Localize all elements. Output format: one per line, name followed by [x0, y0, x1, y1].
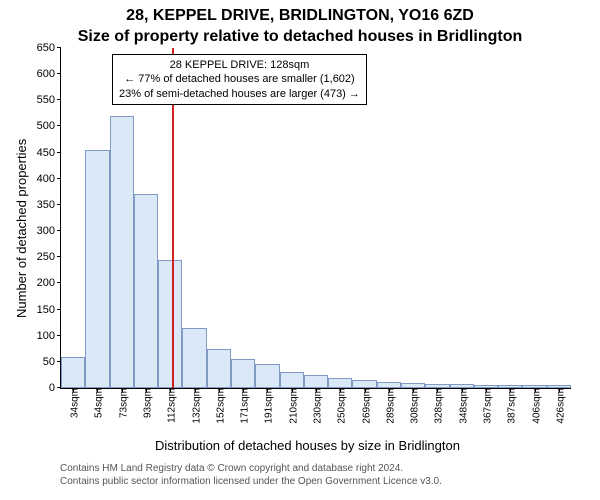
y-tick-mark	[57, 125, 61, 126]
y-tick-label: 450	[37, 147, 61, 159]
histogram-bar	[134, 194, 158, 388]
y-tick-mark	[57, 335, 61, 336]
histogram-bar	[207, 349, 231, 388]
y-tick-mark	[57, 230, 61, 231]
chart-title: 28, KEPPEL DRIVE, BRIDLINGTON, YO16 6ZD …	[0, 0, 600, 48]
y-tick-label: 500	[37, 120, 61, 132]
y-tick-mark	[57, 152, 61, 153]
y-tick-label: 100	[37, 330, 61, 342]
x-tick-label: 171sqm	[236, 388, 251, 424]
y-tick-label: 250	[37, 251, 61, 263]
y-tick-label: 50	[43, 356, 61, 368]
x-tick-label: 367sqm	[479, 388, 494, 424]
y-tick-label: 650	[37, 42, 61, 54]
y-tick-label: 550	[37, 94, 61, 106]
x-tick-label: 132sqm	[187, 388, 202, 424]
y-tick-mark	[57, 178, 61, 179]
y-tick-label: 300	[37, 225, 61, 237]
x-tick-label: 152sqm	[211, 388, 226, 424]
title-line1: 28, KEPPEL DRIVE, BRIDLINGTON, YO16 6ZD	[0, 6, 600, 27]
histogram-bar	[182, 328, 206, 388]
x-tick-label: 112sqm	[163, 388, 178, 423]
x-tick-label: 426sqm	[551, 388, 566, 424]
histogram-bar	[328, 378, 352, 388]
y-axis-label: Number of detached properties	[14, 139, 29, 318]
x-tick-label: 210sqm	[284, 388, 299, 424]
plot-area: 0501001502002503003504004505005506006503…	[60, 48, 571, 389]
x-tick-label: 348sqm	[454, 388, 469, 424]
y-tick-label: 600	[37, 68, 61, 80]
x-tick-label: 230sqm	[309, 388, 324, 424]
x-axis-label: Distribution of detached houses by size …	[155, 438, 460, 453]
x-tick-label: 387sqm	[503, 388, 518, 424]
y-tick-label: 0	[49, 382, 61, 394]
x-tick-label: 34sqm	[66, 388, 81, 418]
histogram-bar	[61, 357, 85, 388]
annotation-box: 28 KEPPEL DRIVE: 128sqm← 77% of detached…	[112, 54, 367, 105]
histogram-bar	[231, 359, 255, 388]
x-tick-label: 406sqm	[527, 388, 542, 424]
y-tick-mark	[57, 204, 61, 205]
x-tick-label: 73sqm	[114, 388, 129, 418]
y-tick-mark	[57, 282, 61, 283]
y-tick-mark	[57, 47, 61, 48]
x-tick-label: 54sqm	[90, 388, 105, 418]
x-tick-label: 191sqm	[260, 388, 275, 424]
histogram-bar	[304, 375, 328, 388]
x-tick-label: 289sqm	[381, 388, 396, 424]
y-tick-label: 400	[37, 173, 61, 185]
histogram-bar	[110, 116, 134, 388]
title-line2: Size of property relative to detached ho…	[0, 27, 600, 48]
x-tick-label: 250sqm	[333, 388, 348, 424]
y-tick-mark	[57, 73, 61, 74]
histogram-bar	[85, 150, 109, 388]
footer-line1: Contains HM Land Registry data © Crown c…	[60, 462, 442, 475]
y-tick-mark	[57, 256, 61, 257]
y-tick-mark	[57, 99, 61, 100]
histogram-bar	[255, 364, 279, 388]
annotation-line3: 23% of semi-detached houses are larger (…	[119, 87, 360, 101]
x-tick-label: 269sqm	[357, 388, 372, 424]
x-tick-label: 93sqm	[139, 388, 154, 418]
histogram-bar	[158, 260, 182, 388]
histogram-bar	[352, 380, 376, 388]
annotation-line2: ← 77% of detached houses are smaller (1,…	[119, 72, 360, 86]
y-tick-label: 200	[37, 277, 61, 289]
x-tick-label: 308sqm	[406, 388, 421, 424]
annotation-line1: 28 KEPPEL DRIVE: 128sqm	[119, 58, 360, 72]
footer-line2: Contains public sector information licen…	[60, 475, 442, 488]
y-tick-label: 350	[37, 199, 61, 211]
chart-container: 28, KEPPEL DRIVE, BRIDLINGTON, YO16 6ZD …	[0, 0, 600, 500]
y-tick-label: 150	[37, 304, 61, 316]
footer-attribution: Contains HM Land Registry data © Crown c…	[60, 462, 442, 488]
histogram-bar	[280, 372, 304, 388]
x-tick-label: 328sqm	[430, 388, 445, 424]
y-tick-mark	[57, 309, 61, 310]
